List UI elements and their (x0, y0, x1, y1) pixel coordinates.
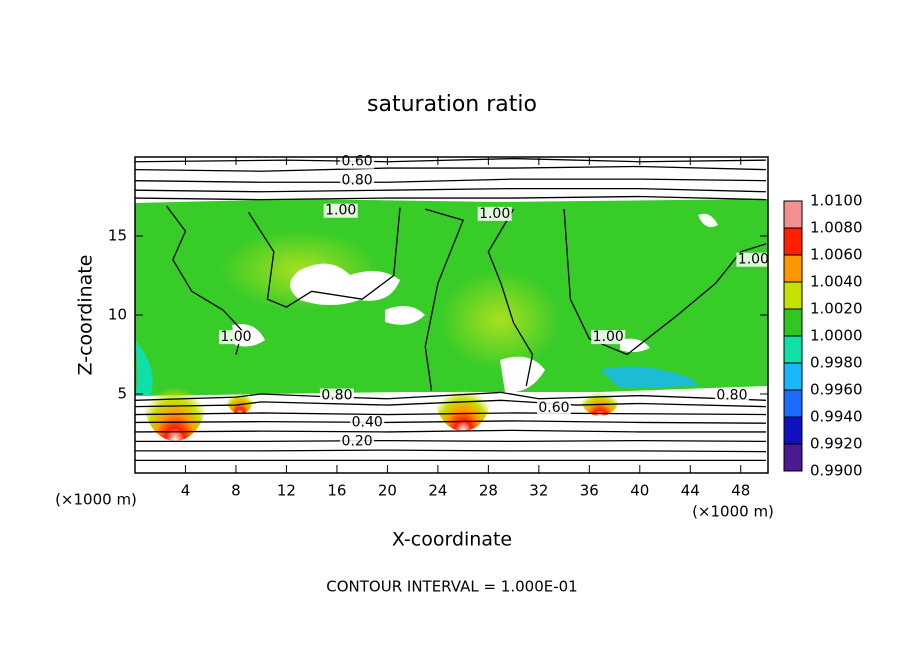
y-tick-label: 10 (108, 306, 127, 324)
colorbar-label: 0.9960 (810, 381, 863, 399)
contour-label-bg (340, 434, 375, 449)
contour-line (134, 187, 767, 193)
contour-label: 0.40 (352, 414, 383, 430)
chart-title: saturation ratio (367, 92, 537, 117)
contour-label-bg (736, 252, 771, 267)
x-tick-label: 48 (731, 482, 750, 500)
contour-label: 0.80 (321, 388, 352, 404)
contour-label-bg (350, 415, 385, 430)
contour-line (134, 429, 766, 433)
contour-line (134, 412, 767, 416)
x-tick-label: 16 (327, 482, 346, 500)
colorbar-swatch (784, 444, 802, 471)
contour-line (248, 207, 401, 308)
y-axis-title: Z-coordinate (75, 255, 97, 376)
colorbar-label: 1.0000 (810, 327, 863, 345)
contour-label: 1.00 (738, 252, 769, 268)
contour-line (134, 157, 767, 163)
contour-label-bg (319, 388, 354, 403)
contour-label: 1.00 (325, 203, 356, 219)
x-tick-label: 8 (231, 482, 241, 500)
contour-line (134, 165, 767, 172)
colorbar-label: 0.9920 (810, 435, 863, 453)
contour-label-bg (323, 203, 358, 218)
y-tick-label: 15 (108, 227, 127, 245)
colorbar-label: 0.9900 (810, 462, 863, 480)
x-tick-label: 28 (479, 482, 498, 500)
contour-line (134, 420, 767, 424)
contour-line (487, 208, 534, 387)
contour-line (134, 195, 767, 201)
contour-label: 0.60 (538, 400, 569, 416)
contour-line (135, 449, 767, 453)
contour-label: 0.80 (342, 173, 373, 189)
x-tick-label: 36 (580, 482, 599, 500)
colorbar-swatch (784, 309, 802, 336)
contour-label: 0.80 (716, 388, 747, 404)
colorbar-swatch (784, 282, 802, 309)
x-tick-label: 44 (681, 482, 700, 500)
field-hotspot (143, 351, 207, 441)
contour-label-bg (714, 388, 749, 403)
contour-label-bg (218, 330, 253, 345)
colorbar-label: 1.0080 (810, 219, 863, 237)
x-tick-label: 4 (181, 482, 191, 500)
contour-label: 0.20 (342, 433, 373, 449)
colorbar-label: 1.0020 (810, 300, 863, 318)
colorbar-swatch (784, 363, 802, 390)
field-gap (500, 356, 545, 393)
y-tick-label: 5 (117, 385, 127, 403)
colorbar-label: 0.9980 (810, 354, 863, 372)
field-gap (698, 213, 718, 228)
contour-line (134, 178, 767, 183)
colorbar-swatch (784, 228, 802, 255)
x-tick-label: 24 (428, 482, 447, 500)
x-tick-label: 40 (630, 482, 649, 500)
x-tick-label: 20 (378, 482, 397, 500)
contour-line (134, 391, 767, 401)
contour-line (135, 439, 767, 443)
colorbar-label: 0.9940 (810, 408, 863, 426)
field-gap (385, 306, 425, 325)
x-axis-title: X-coordinate (392, 529, 512, 551)
field-hotspot (580, 376, 620, 416)
contour-label-bg (340, 154, 375, 169)
contour-line (134, 399, 767, 408)
contour-label: 1.00 (593, 329, 624, 345)
contour-layer: 0.60 0.80 1.00 1.00 1.00 1.00 1.00 0.80 0.60 0.80… (134, 154, 771, 462)
contour-label-bg (591, 330, 626, 345)
field-patch (440, 270, 560, 370)
x-tick-label: 12 (277, 482, 296, 500)
contour-line (424, 208, 464, 391)
colorbar-label: 1.0100 (810, 192, 863, 210)
field-patch (600, 366, 700, 388)
colorbar-swatch (784, 336, 802, 363)
field-gap (290, 263, 400, 305)
field (135, 199, 768, 441)
contour-label: 0.60 (342, 154, 373, 170)
contour-label: 1.00 (479, 206, 510, 222)
y-unit: (×1000 m) (55, 491, 137, 509)
contour-label-bg (477, 206, 512, 221)
footer-note: CONTOUR INTERVAL = 1.000E-01 (326, 578, 577, 596)
colorbar-swatch (784, 201, 802, 228)
colorbar-swatch (784, 417, 802, 444)
colorbar-swatch (784, 255, 802, 282)
contour-label-bg (536, 401, 571, 416)
contour-label: 1.00 (220, 329, 251, 345)
colorbar-label: 1.0040 (810, 273, 863, 291)
x-unit: (×1000 m) (692, 503, 774, 521)
colorbar-label: 1.0060 (810, 246, 863, 264)
contour-label-bg (340, 173, 375, 188)
x-tick-label: 32 (529, 482, 548, 500)
colorbar-swatch (784, 390, 802, 417)
